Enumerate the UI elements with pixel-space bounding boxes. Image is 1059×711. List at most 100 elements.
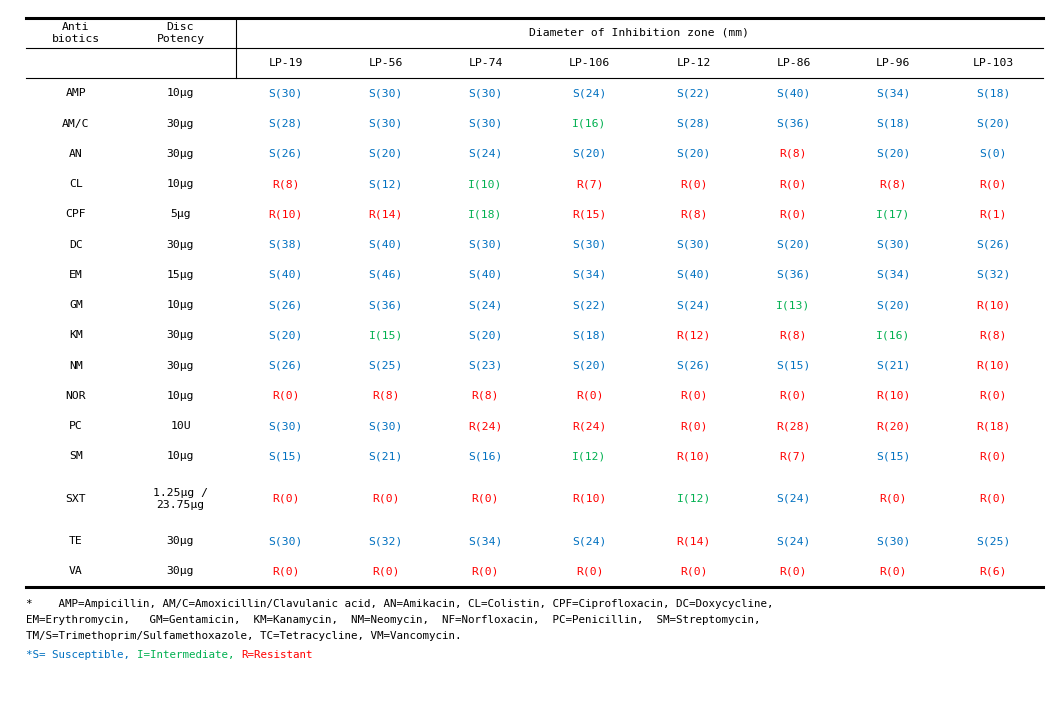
Text: Disc
Potency: Disc Potency (157, 22, 204, 43)
Text: S(30): S(30) (876, 536, 911, 546)
Text: 15μg: 15μg (166, 270, 194, 280)
Text: R(7): R(7) (576, 179, 604, 189)
Text: S(30): S(30) (876, 240, 911, 250)
Text: S(12): S(12) (369, 179, 402, 189)
Text: R(24): R(24) (572, 421, 607, 432)
Text: 30μg: 30μg (166, 360, 194, 370)
Text: I(18): I(18) (468, 210, 503, 220)
Text: R(14): R(14) (677, 536, 711, 546)
Text: 5μg: 5μg (170, 210, 191, 220)
Text: PC: PC (69, 421, 83, 432)
Text: Diameter of Inhibition zone (mm): Diameter of Inhibition zone (mm) (530, 28, 750, 38)
Text: R(0): R(0) (980, 179, 1007, 189)
Text: R(8): R(8) (272, 179, 300, 189)
Text: S(20): S(20) (677, 149, 711, 159)
Text: S(40): S(40) (776, 88, 810, 98)
Text: S(24): S(24) (572, 88, 607, 98)
Text: S(32): S(32) (369, 536, 402, 546)
Text: R(0): R(0) (272, 494, 300, 504)
Text: R(18): R(18) (976, 421, 1010, 432)
Text: S(20): S(20) (572, 149, 607, 159)
Text: R(0): R(0) (471, 567, 499, 577)
Text: S(30): S(30) (369, 119, 402, 129)
Text: R(0): R(0) (680, 391, 707, 401)
Text: S(30): S(30) (468, 240, 503, 250)
Text: S(15): S(15) (269, 451, 303, 461)
Text: I(16): I(16) (876, 331, 911, 341)
Text: S(46): S(46) (369, 270, 402, 280)
Text: LP-56: LP-56 (369, 58, 402, 68)
Text: AM/C: AM/C (62, 119, 90, 129)
Text: R(15): R(15) (572, 210, 607, 220)
Text: S(30): S(30) (468, 119, 503, 129)
Text: R(0): R(0) (680, 179, 707, 189)
Text: S(36): S(36) (776, 270, 810, 280)
Text: S(30): S(30) (269, 88, 303, 98)
Text: 30μg: 30μg (166, 536, 194, 546)
Text: SM: SM (69, 451, 83, 461)
Text: R(7): R(7) (779, 451, 807, 461)
Text: S(40): S(40) (369, 240, 402, 250)
Text: R(8): R(8) (779, 331, 807, 341)
Text: 10μg: 10μg (166, 300, 194, 310)
Text: I(10): I(10) (468, 179, 503, 189)
Text: EM: EM (69, 270, 83, 280)
Text: NM: NM (69, 360, 83, 370)
Text: S(26): S(26) (269, 360, 303, 370)
Text: KM: KM (69, 331, 83, 341)
Text: R(24): R(24) (468, 421, 503, 432)
Text: R(8): R(8) (471, 391, 499, 401)
Text: 10μg: 10μg (166, 451, 194, 461)
Text: 1.25μg /
23.75μg: 1.25μg / 23.75μg (152, 488, 208, 510)
Text: S(18): S(18) (876, 119, 911, 129)
Text: I(13): I(13) (776, 300, 810, 310)
Text: R(1): R(1) (980, 210, 1007, 220)
Text: 10μg: 10μg (166, 391, 194, 401)
Text: S(0): S(0) (980, 149, 1007, 159)
Text: S(30): S(30) (269, 536, 303, 546)
Text: S(36): S(36) (369, 300, 402, 310)
Text: R(8): R(8) (980, 331, 1007, 341)
Text: VA: VA (69, 567, 83, 577)
Text: S(16): S(16) (468, 451, 503, 461)
Text: S(34): S(34) (876, 270, 911, 280)
Text: AMP: AMP (66, 88, 86, 98)
Text: S(30): S(30) (369, 88, 402, 98)
Text: S(24): S(24) (776, 494, 810, 504)
Text: R(0): R(0) (372, 567, 399, 577)
Text: S(30): S(30) (468, 88, 503, 98)
Text: R(0): R(0) (272, 567, 300, 577)
Text: S(40): S(40) (468, 270, 503, 280)
Text: Anti
biotics: Anti biotics (52, 22, 100, 43)
Text: S(28): S(28) (677, 119, 711, 129)
Text: R(14): R(14) (369, 210, 402, 220)
Text: *S= Susceptible,: *S= Susceptible, (26, 650, 137, 660)
Text: R(0): R(0) (680, 421, 707, 432)
Text: S(15): S(15) (776, 360, 810, 370)
Text: S(24): S(24) (468, 149, 503, 159)
Text: 30μg: 30μg (166, 149, 194, 159)
Text: R(10): R(10) (976, 300, 1010, 310)
Text: AN: AN (69, 149, 83, 159)
Text: 10U: 10U (170, 421, 191, 432)
Text: R(8): R(8) (880, 179, 908, 189)
Text: S(34): S(34) (876, 88, 911, 98)
Text: 10μg: 10μg (166, 88, 194, 98)
Text: S(38): S(38) (269, 240, 303, 250)
Text: R(0): R(0) (272, 391, 300, 401)
Text: S(21): S(21) (876, 360, 911, 370)
Text: S(40): S(40) (677, 270, 711, 280)
Text: LP-106: LP-106 (569, 58, 610, 68)
Text: R(0): R(0) (576, 391, 604, 401)
Text: S(26): S(26) (677, 360, 711, 370)
Text: R(10): R(10) (269, 210, 303, 220)
Text: R(0): R(0) (471, 494, 499, 504)
Text: R(10): R(10) (572, 494, 607, 504)
Text: S(18): S(18) (572, 331, 607, 341)
Text: I(17): I(17) (876, 210, 911, 220)
Text: SXT: SXT (66, 494, 86, 504)
Text: 30μg: 30μg (166, 331, 194, 341)
Text: S(20): S(20) (876, 149, 911, 159)
Text: CPF: CPF (66, 210, 86, 220)
Text: TM/S=Trimethoprim/Sulfamethoxazole, TC=Tetracycline, VM=Vancomycin.: TM/S=Trimethoprim/Sulfamethoxazole, TC=T… (26, 631, 462, 641)
